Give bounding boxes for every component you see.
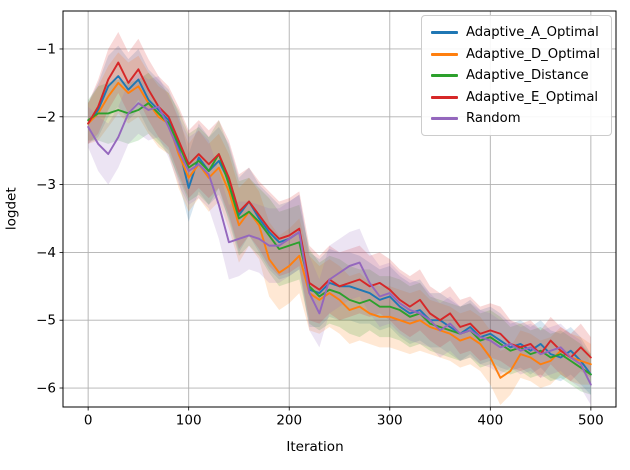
line-Random xyxy=(87,102,592,386)
legend-item-adaptive-d-optimal: Adaptive_D_Optimal xyxy=(431,44,602,66)
y-tick-label: −1 xyxy=(36,41,56,57)
legend-line-swatch-red xyxy=(431,95,458,99)
series-lines xyxy=(87,61,592,386)
band-Adaptive_Distance xyxy=(88,72,591,395)
y-tick-label: −6 xyxy=(36,381,56,397)
legend-label: Adaptive_E_Optimal xyxy=(466,89,599,105)
y-tick-label: −4 xyxy=(36,245,56,261)
legend-label: Random xyxy=(466,111,521,127)
band-Adaptive_A_Optimal xyxy=(88,45,591,395)
x-tick-label: 400 xyxy=(477,413,503,429)
x-tick-label: 0 xyxy=(84,413,93,429)
legend: Adaptive_A_Optimal Adaptive_D_Optimal Ad… xyxy=(421,15,612,136)
legend-line-swatch-blue xyxy=(431,31,458,35)
line-Adaptive_E_Optimal xyxy=(87,61,592,359)
legend-item-adaptive-distance: Adaptive_Distance xyxy=(431,65,602,87)
x-axis-label: Iteration xyxy=(286,439,344,455)
x-tick-label: 300 xyxy=(377,413,403,429)
y-tick-label: −2 xyxy=(36,109,56,125)
legend-line-swatch-green xyxy=(431,74,458,78)
legend-item-random: Random xyxy=(431,108,602,130)
y-tick-label: −5 xyxy=(36,313,56,329)
y-tick-label: −3 xyxy=(36,177,56,193)
x-tick-label: 200 xyxy=(276,413,302,429)
y-axis-label: logdet xyxy=(3,187,20,231)
legend-label: Adaptive_A_Optimal xyxy=(466,25,599,41)
legend-line-swatch-orange xyxy=(431,52,458,56)
x-tick-label: 500 xyxy=(578,413,604,429)
legend-label: Adaptive_Distance xyxy=(466,68,589,84)
legend-item-adaptive-a-optimal: Adaptive_A_Optimal xyxy=(431,22,602,44)
plot-border xyxy=(62,10,617,408)
x-tick-label: 100 xyxy=(176,413,202,429)
legend-item-adaptive-e-optimal: Adaptive_E_Optimal xyxy=(431,87,602,109)
line-Adaptive_Distance xyxy=(87,102,592,376)
band-Adaptive_E_Optimal xyxy=(88,32,591,382)
legend-line-swatch-purple xyxy=(431,117,458,121)
confidence-bands xyxy=(88,32,591,405)
legend-label: Adaptive_D_Optimal xyxy=(466,46,600,62)
axis-ticks: 0 100 200 300 400 500 −1 −2 −3 −4 −5 −6 xyxy=(36,41,604,428)
band-Adaptive_D_Optimal xyxy=(88,52,591,405)
band-Random xyxy=(88,72,591,405)
